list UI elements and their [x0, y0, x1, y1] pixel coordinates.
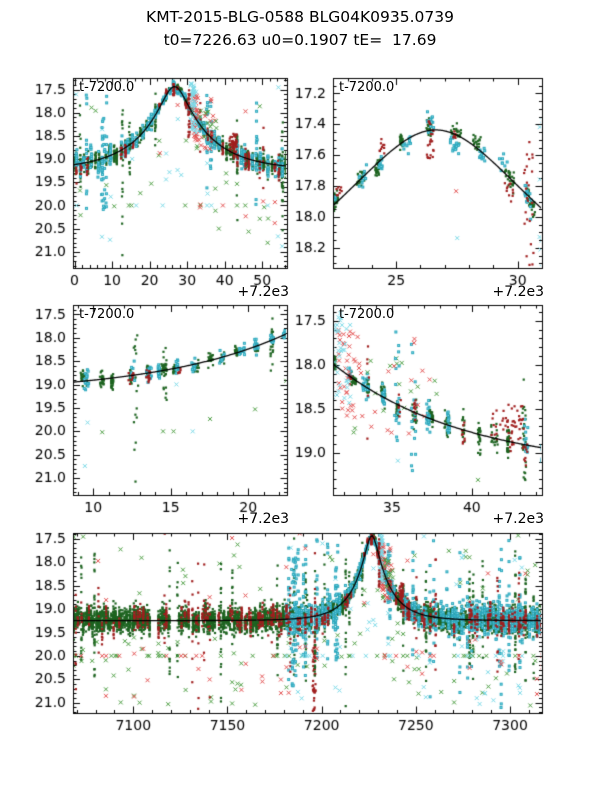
light-curve-plots-canvas	[0, 0, 600, 800]
light-curve-figure: KMT-2015-BLG-0588 BLG04K0935.0739 t0=722…	[0, 0, 600, 800]
